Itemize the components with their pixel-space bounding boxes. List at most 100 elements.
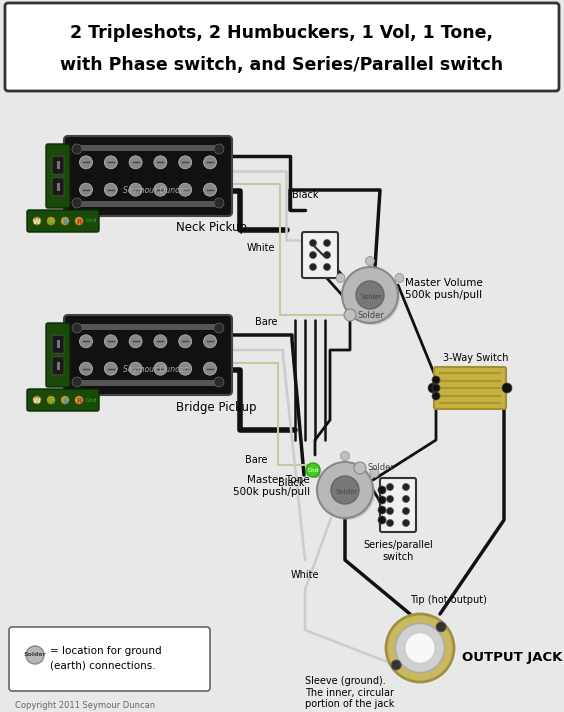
Circle shape [386, 508, 394, 515]
Text: G: G [48, 219, 54, 225]
Circle shape [204, 156, 217, 169]
Circle shape [324, 239, 331, 246]
Circle shape [72, 377, 82, 387]
Circle shape [75, 217, 83, 225]
Text: B: B [63, 398, 68, 404]
Circle shape [310, 251, 316, 258]
Circle shape [80, 335, 92, 348]
Text: Copyright 2011 Seymour Duncan: Copyright 2011 Seymour Duncan [15, 701, 155, 711]
Circle shape [391, 660, 401, 670]
Text: R: R [76, 219, 82, 225]
Circle shape [432, 384, 440, 392]
Bar [56, 362, 59, 370]
Text: Black: Black [292, 190, 319, 200]
Circle shape [72, 198, 82, 208]
FancyBboxPatch shape [380, 478, 416, 532]
Bar [56, 161, 59, 169]
Circle shape [47, 217, 55, 225]
Circle shape [317, 462, 373, 518]
Circle shape [33, 396, 41, 404]
Circle shape [61, 396, 69, 404]
Circle shape [80, 362, 92, 375]
Text: Seymour Duncan: Seymour Duncan [123, 186, 189, 195]
Text: White: White [291, 570, 319, 580]
Circle shape [104, 183, 117, 197]
Circle shape [370, 468, 379, 478]
Text: W: W [33, 398, 41, 404]
Text: B: B [63, 219, 68, 225]
Bar [78, 145, 218, 151]
Text: OUTPUT JACK: OUTPUT JACK [462, 651, 562, 664]
Text: Master Tone
500k push/pull: Master Tone 500k push/pull [233, 475, 310, 497]
FancyBboxPatch shape [302, 232, 338, 278]
Circle shape [331, 476, 359, 504]
Circle shape [72, 323, 82, 333]
FancyBboxPatch shape [52, 156, 64, 174]
Circle shape [214, 144, 224, 154]
Circle shape [386, 614, 454, 682]
Circle shape [104, 156, 117, 169]
Circle shape [403, 483, 409, 491]
Circle shape [365, 256, 374, 266]
Circle shape [319, 464, 375, 520]
Circle shape [310, 263, 316, 271]
Circle shape [154, 335, 167, 348]
Text: W: W [33, 219, 41, 225]
Circle shape [378, 516, 386, 524]
Circle shape [129, 183, 142, 197]
Text: Seymour Duncan: Seymour Duncan [123, 365, 189, 374]
Circle shape [33, 217, 41, 225]
FancyBboxPatch shape [52, 178, 64, 196]
Circle shape [80, 183, 92, 197]
Circle shape [432, 392, 440, 400]
Circle shape [378, 486, 386, 494]
FancyBboxPatch shape [46, 144, 70, 208]
Text: Gnd: Gnd [85, 397, 96, 402]
Text: Bare: Bare [254, 317, 277, 327]
Circle shape [354, 462, 366, 474]
Text: Black: Black [278, 478, 305, 488]
Circle shape [154, 156, 167, 169]
Text: Bare: Bare [245, 455, 268, 465]
Circle shape [336, 273, 345, 283]
Bar [78, 201, 218, 207]
Circle shape [26, 646, 44, 664]
Text: 3-Way Switch: 3-Way Switch [443, 353, 509, 363]
Circle shape [395, 273, 404, 283]
Circle shape [356, 281, 384, 309]
Circle shape [179, 335, 192, 348]
Text: (earth) connections.: (earth) connections. [50, 660, 156, 670]
Circle shape [403, 508, 409, 515]
Circle shape [324, 263, 331, 271]
FancyBboxPatch shape [5, 3, 559, 91]
Circle shape [129, 362, 142, 375]
Circle shape [80, 156, 92, 169]
Text: Gnd: Gnd [85, 219, 96, 224]
Circle shape [378, 506, 386, 514]
Circle shape [179, 183, 192, 197]
Circle shape [214, 323, 224, 333]
Circle shape [403, 496, 409, 503]
Circle shape [154, 183, 167, 197]
Text: Gnd: Gnd [307, 468, 319, 473]
Circle shape [395, 624, 444, 672]
Circle shape [204, 335, 217, 348]
Circle shape [344, 269, 400, 325]
Text: Master Volume
500k push/pull: Master Volume 500k push/pull [405, 278, 483, 300]
Text: with Phase switch, and Series/Parallel switch: with Phase switch, and Series/Parallel s… [60, 56, 504, 74]
Circle shape [214, 198, 224, 208]
Circle shape [436, 622, 446, 632]
Circle shape [179, 156, 192, 169]
Circle shape [75, 396, 83, 404]
Bar [56, 183, 59, 191]
FancyBboxPatch shape [27, 210, 99, 232]
FancyBboxPatch shape [27, 389, 99, 411]
Text: Solder: Solder [336, 489, 358, 495]
Bar [56, 340, 59, 348]
FancyBboxPatch shape [52, 357, 64, 375]
Circle shape [386, 496, 394, 503]
Text: R: R [76, 398, 82, 404]
Circle shape [154, 362, 167, 375]
Circle shape [204, 183, 217, 197]
Text: Solder: Solder [368, 464, 395, 473]
